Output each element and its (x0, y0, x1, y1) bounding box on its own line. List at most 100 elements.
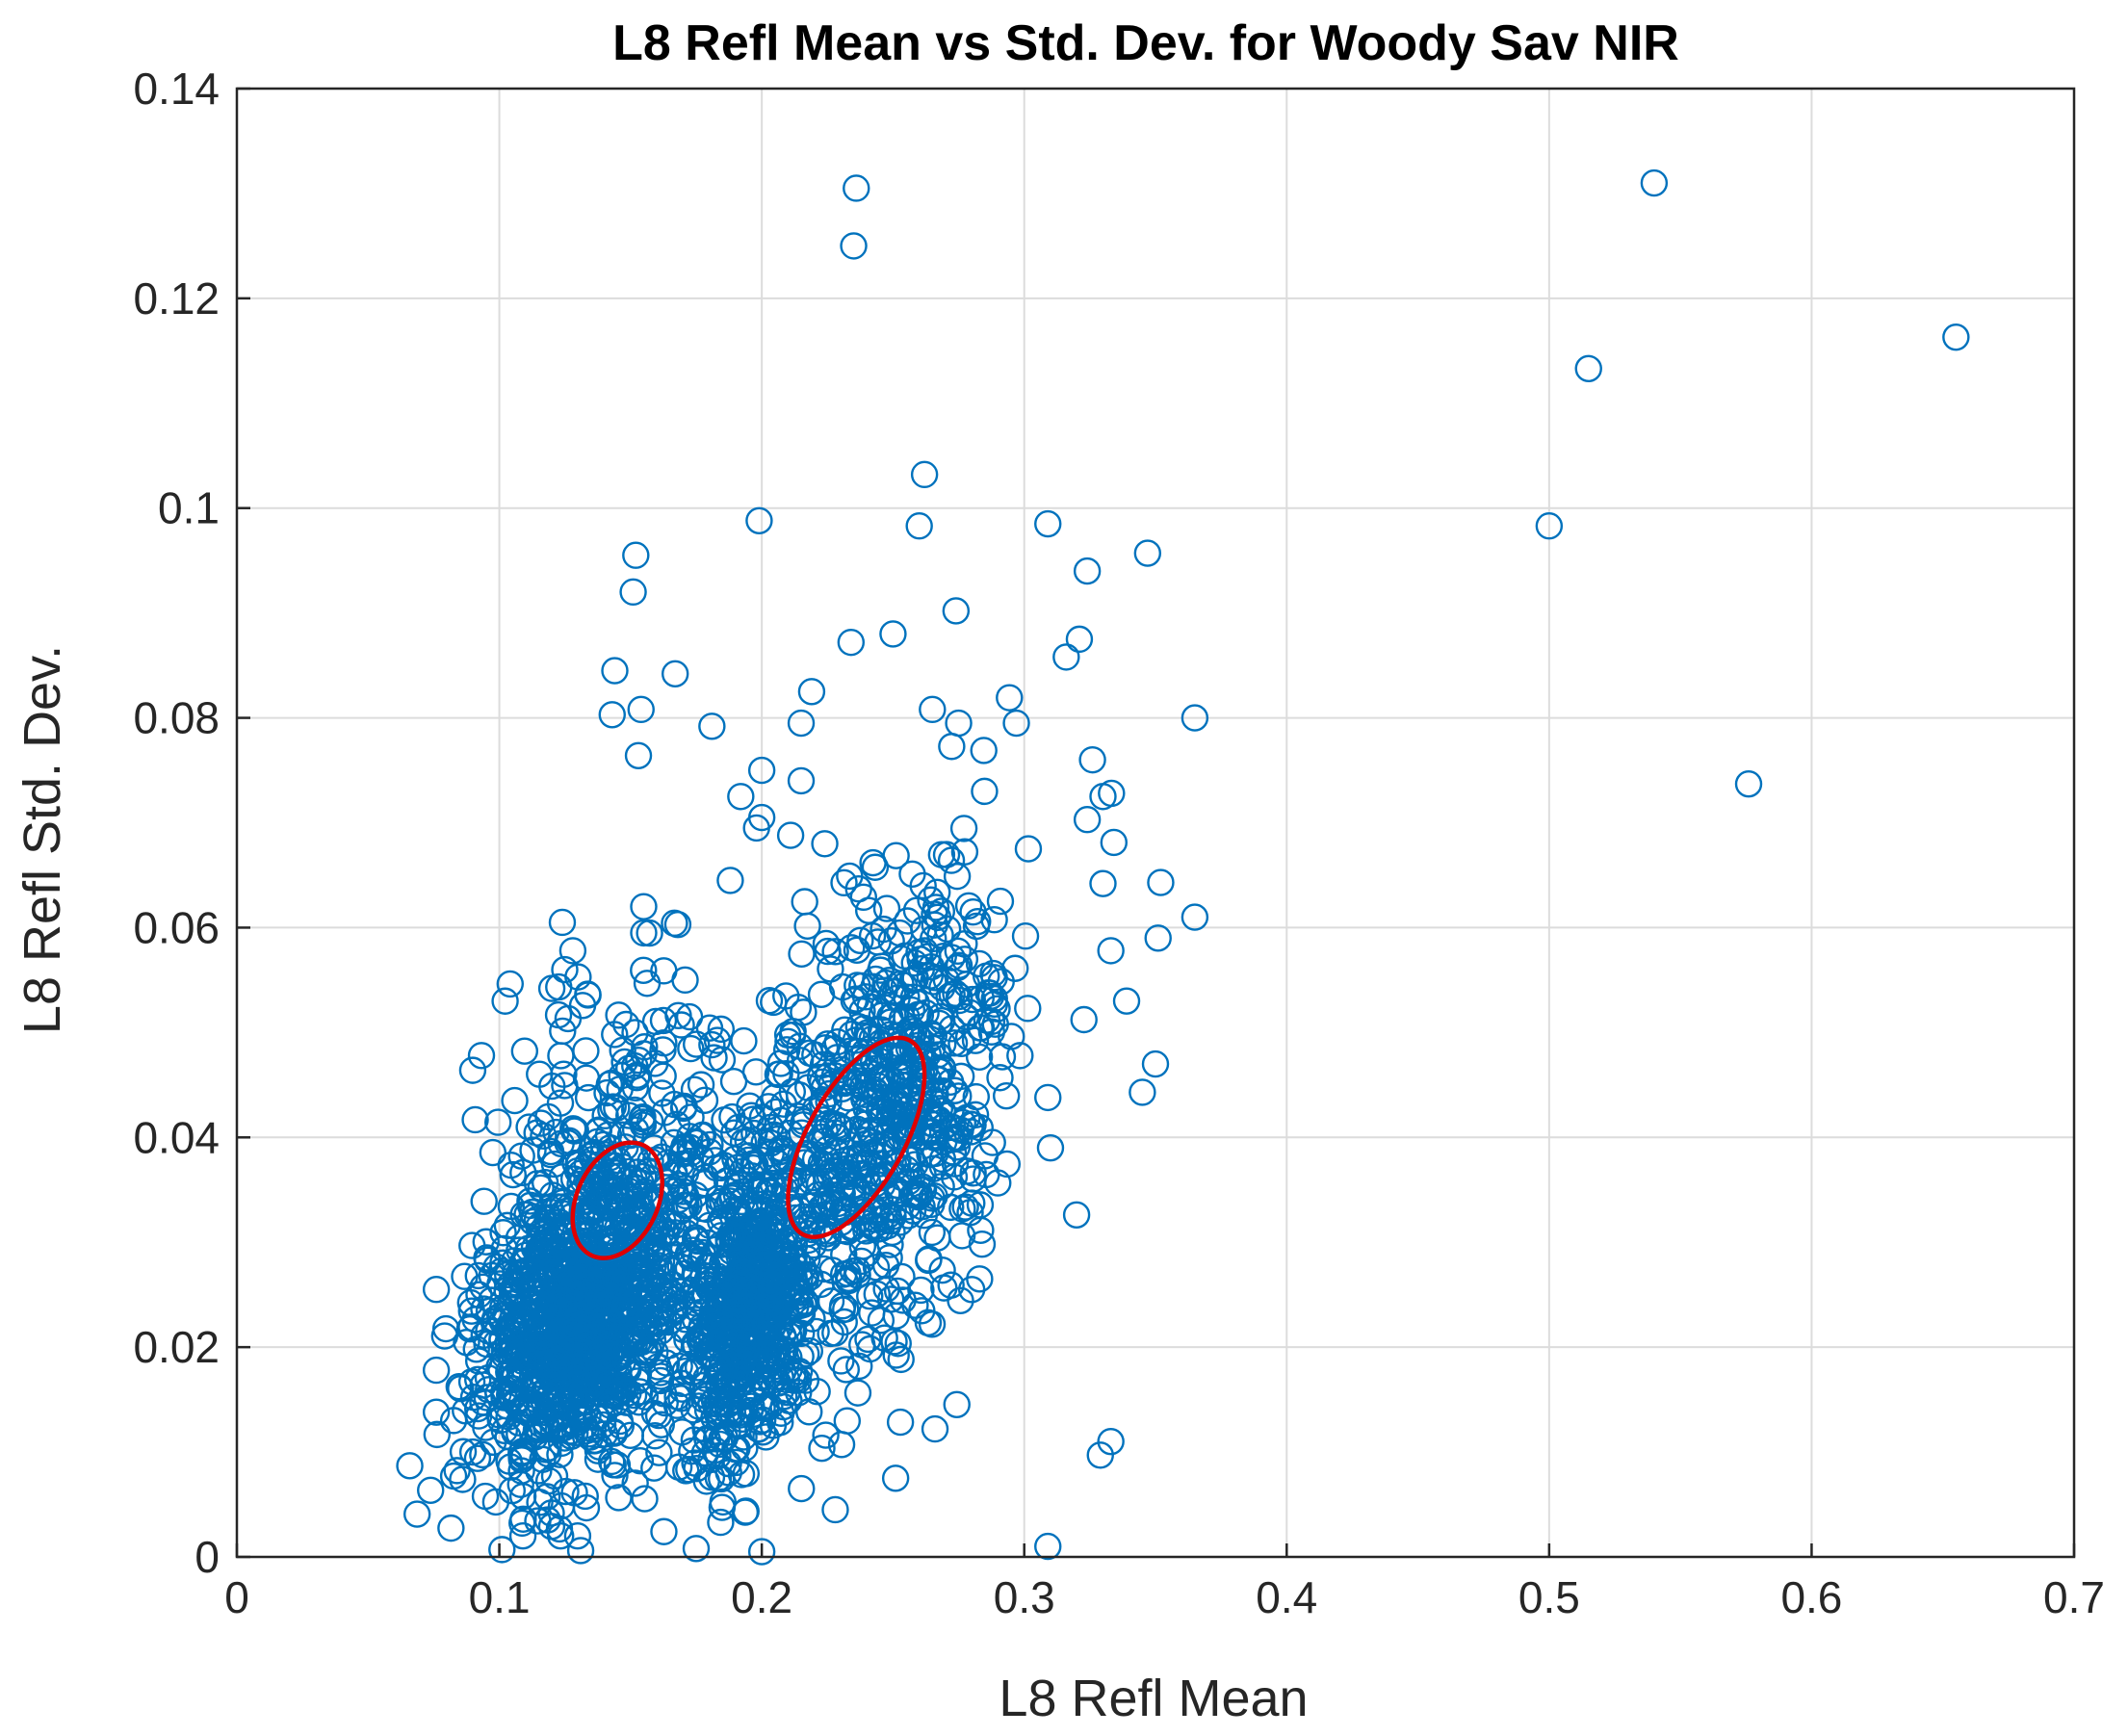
data-point (760, 1212, 788, 1240)
data-point (887, 1345, 915, 1374)
data-point (1034, 1532, 1062, 1561)
data-point (792, 1266, 819, 1294)
data-point (882, 842, 910, 869)
data-point (801, 1202, 829, 1231)
data-point (707, 1508, 735, 1537)
data-point (545, 1386, 573, 1415)
data-point (711, 1105, 739, 1134)
data-point (832, 1356, 861, 1384)
data-point (572, 1037, 600, 1065)
data-point (947, 1286, 974, 1314)
data-point (707, 1222, 736, 1250)
data-point (863, 1215, 891, 1243)
plot-frame (235, 87, 2076, 1559)
data-point (862, 965, 890, 994)
data-point (423, 1420, 452, 1449)
data-point (1052, 643, 1080, 671)
data-point (925, 1009, 953, 1038)
data-point (693, 1265, 721, 1293)
data-point (1181, 903, 1209, 931)
data-point (1141, 1049, 1170, 1078)
data-point (601, 657, 629, 685)
data-point (949, 815, 978, 842)
data-point (745, 506, 773, 534)
data-point (650, 1517, 678, 1545)
data-point (552, 1477, 580, 1506)
data-point (588, 1308, 617, 1336)
data-point (506, 1470, 534, 1498)
data-point (599, 1451, 627, 1479)
data-point (817, 955, 844, 983)
x-tick-label: 0.6 (1780, 1572, 1842, 1622)
data-point (848, 972, 876, 1000)
data-point (724, 1296, 752, 1324)
data-point (581, 1426, 609, 1455)
data-point (772, 1242, 801, 1270)
data-point (449, 1438, 478, 1465)
data-point (615, 1101, 643, 1129)
data-point (795, 1337, 824, 1365)
data-point (846, 926, 874, 954)
data-points (396, 168, 1970, 1566)
tick-labels: 0 0.1 0.2 0.3 0.4 0.5 0.6 0.7 0 0.02 0.04 0.06 0.08 0… (133, 64, 2105, 1622)
data-point (711, 1424, 739, 1452)
x-tick-label: 0.3 (994, 1572, 1055, 1622)
data-point (730, 1026, 758, 1055)
data-point (821, 1495, 849, 1524)
data-point (619, 578, 647, 607)
data-point (457, 1297, 485, 1325)
data-point (843, 1178, 870, 1206)
data-point (993, 1150, 1022, 1179)
data-point (528, 1323, 556, 1351)
data-point (676, 1123, 704, 1151)
data-point (1073, 557, 1102, 585)
data-point (921, 1182, 948, 1210)
data-point (898, 1197, 927, 1225)
data-point (883, 1277, 912, 1306)
data-point (791, 888, 818, 916)
data-point (819, 1109, 847, 1138)
data-point (823, 1123, 851, 1152)
data-point (622, 541, 650, 569)
data-point (575, 1286, 603, 1315)
data-point (693, 1426, 722, 1454)
data-point (814, 1030, 842, 1058)
data-point (774, 1027, 802, 1055)
data-point (663, 910, 692, 939)
data-point (630, 893, 658, 920)
data-point (672, 1219, 701, 1247)
data-point (621, 1074, 650, 1102)
data-point (821, 938, 849, 966)
data-point (537, 1407, 565, 1435)
data-point (523, 1119, 551, 1147)
data-point (907, 1276, 935, 1305)
data-point (691, 1415, 719, 1443)
data-point (1147, 868, 1175, 896)
data-point (479, 1138, 507, 1167)
data-point (489, 1219, 517, 1247)
data-point (916, 1025, 945, 1053)
data-point (971, 777, 999, 806)
data-point (449, 1465, 477, 1493)
data-point (488, 1536, 516, 1564)
data-point (458, 1056, 487, 1084)
data-point (630, 919, 658, 947)
data-point (551, 955, 579, 984)
data-point (532, 1436, 560, 1464)
data-point (571, 1482, 599, 1511)
cluster-ellipses (570, 1035, 927, 1260)
data-point (747, 756, 776, 785)
data-point (858, 921, 887, 950)
data-point (525, 1235, 553, 1263)
data-point (816, 1079, 843, 1108)
data-point (909, 871, 937, 900)
data-point (885, 1056, 913, 1084)
data-point (1002, 709, 1030, 738)
data-point (742, 814, 770, 842)
data-point (611, 1388, 640, 1416)
data-point (850, 1209, 879, 1237)
data-point (842, 985, 870, 1013)
data-point (787, 766, 816, 795)
data-point (597, 1186, 625, 1215)
